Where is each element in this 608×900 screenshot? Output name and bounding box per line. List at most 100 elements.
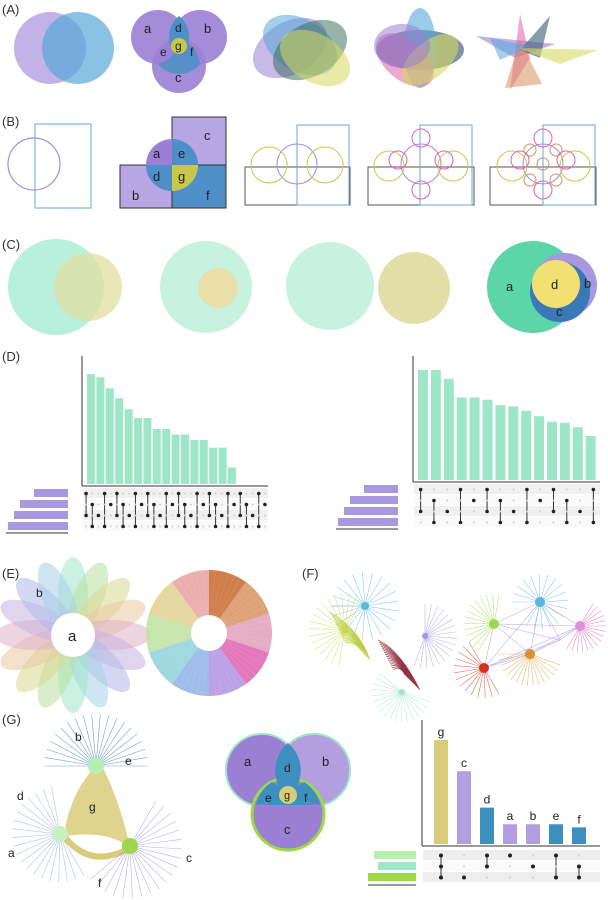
network-edge: [380, 645, 418, 688]
upset-bar: [585, 436, 596, 480]
matrix-dot: [171, 492, 174, 495]
venn-3-sets-labeled: a b c d e f g: [131, 10, 227, 93]
network-edge: [483, 667, 500, 695]
network-edge: [483, 667, 493, 697]
network-edge: [379, 643, 419, 689]
matrix-dot: [446, 521, 449, 524]
upset-bar: [482, 399, 493, 480]
network-edge: [506, 653, 531, 676]
network-edge: [129, 806, 165, 847]
matrix-dot: [251, 525, 254, 528]
set-size-bar: [350, 496, 398, 504]
matrix-dot: [146, 503, 149, 506]
matrix-dot: [554, 875, 558, 880]
upset-g-bar-a: [503, 824, 517, 844]
matrix-dot: [439, 864, 443, 869]
region-f-label: f: [190, 45, 194, 59]
network-edge: [424, 635, 450, 657]
network-edge: [377, 639, 421, 691]
network-edge: [483, 625, 581, 669]
network-edge: [529, 653, 550, 680]
upset-g-bar-label: b: [530, 809, 537, 823]
panel-a-label: (A): [2, 2, 19, 17]
network-edge: [352, 574, 366, 607]
net-label-b: b: [75, 730, 82, 744]
network-edge: [332, 617, 368, 658]
network-edge: [129, 820, 176, 847]
net-label-f: f: [98, 876, 102, 890]
upset-bar: [218, 447, 227, 484]
matrix-dot: [250, 513, 255, 518]
edwards-venn-3: a e d g c b f: [119, 116, 227, 209]
network-edge: [454, 665, 485, 669]
matrix-dot: [498, 498, 503, 503]
network-edge: [82, 715, 97, 767]
matrix-dot: [177, 525, 180, 528]
upset-bar: [418, 370, 428, 480]
matrix-dot: [122, 514, 125, 517]
network-edge: [364, 582, 391, 607]
network-edge: [372, 691, 403, 696]
matrix-dot: [85, 525, 88, 528]
network-edge: [395, 691, 403, 722]
upset-bar: [469, 397, 480, 480]
network-edge: [379, 691, 403, 713]
matrix-dot: [97, 525, 100, 528]
matrix-dot: [202, 492, 205, 495]
network-edge: [389, 663, 409, 679]
network-edge: [463, 646, 485, 669]
upset-g-bar-g: [434, 740, 448, 844]
network-edge: [364, 576, 383, 607]
matrix-dot: [577, 875, 581, 880]
matrix-dot: [578, 509, 582, 514]
matrix-dot: [445, 509, 450, 514]
matrix-dot: [208, 503, 211, 506]
euler-disjoint: [286, 242, 450, 330]
euler-circle-rect: [7, 123, 92, 209]
set-size-bar: [338, 518, 398, 526]
network-edge: [95, 740, 142, 767]
network-edge: [364, 600, 399, 607]
matrix-dot: [486, 521, 489, 524]
region-c-label: c: [175, 70, 182, 85]
network-edge: [54, 733, 97, 767]
network-edge: [314, 629, 346, 650]
matrix-dot: [432, 498, 436, 503]
network-edge: [424, 635, 457, 639]
network-edge: [51, 786, 61, 835]
network-edge: [344, 598, 364, 631]
matrix-dot: [552, 521, 555, 524]
network-edge: [129, 845, 133, 898]
edwards-label-b: b: [132, 188, 139, 203]
matrix-dot: [140, 514, 143, 517]
upset-bar: [572, 427, 583, 480]
network-venn: [12, 714, 182, 898]
upset-bar: [115, 398, 124, 484]
matrix-dot: [84, 491, 88, 496]
network-node: [342, 627, 348, 633]
network-edge: [401, 691, 428, 709]
venn-label-d: d: [284, 761, 291, 775]
matrix-row: [414, 506, 600, 516]
upset-bar: [152, 429, 161, 484]
upset-bar: [124, 409, 133, 484]
network-edge: [362, 572, 366, 607]
network-edge: [129, 845, 152, 894]
network-edge: [500, 653, 531, 666]
matrix-row: [423, 872, 600, 882]
matrix-dot: [239, 525, 242, 528]
matrix-dot: [121, 502, 125, 507]
matrix-dot: [85, 503, 88, 506]
euler-3-sets-labeled: a d b c: [487, 241, 597, 333]
network-edge: [59, 833, 77, 880]
matrix-dot: [532, 876, 534, 879]
matrix-dot: [486, 876, 488, 879]
network-edge: [74, 718, 97, 767]
network-edge: [129, 845, 167, 884]
panel-a: (A) a b c d e f g: [2, 2, 598, 93]
matrix-dot: [244, 524, 249, 529]
upset-bar: [181, 434, 189, 484]
matrix-dot: [102, 524, 107, 529]
matrix-dot: [485, 487, 489, 492]
network-edge: [129, 845, 173, 876]
